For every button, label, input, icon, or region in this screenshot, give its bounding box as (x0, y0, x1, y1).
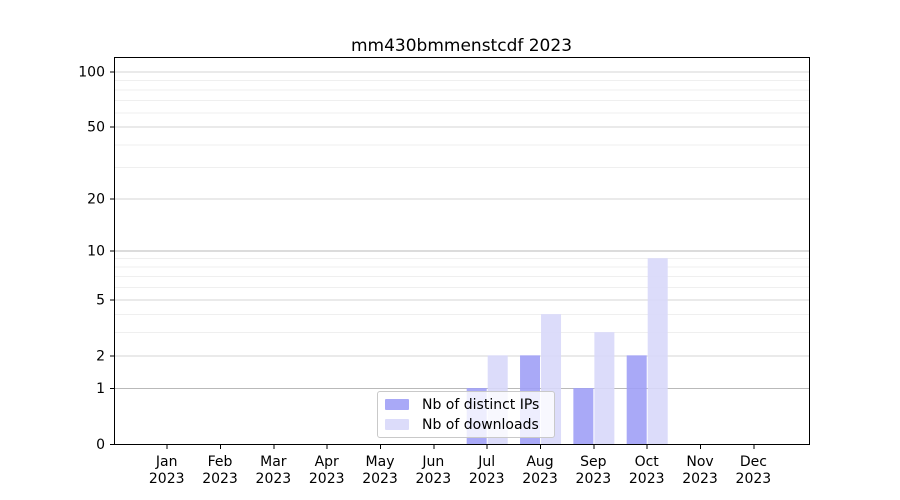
bar-downloads-sep (594, 332, 615, 444)
x-tick-label: Oct 2023 (629, 454, 665, 487)
x-tick-label: May 2023 (362, 454, 398, 487)
y-tick-label: 10 (87, 244, 105, 260)
bar-distinct-ips-sep (573, 388, 594, 444)
chart-title: mm430bmmenstcdf 2023 (350, 36, 573, 56)
y-tick-label: 100 (78, 65, 105, 81)
legend-label-distinct-ips: Nb of distinct IPs (422, 396, 540, 413)
x-tick-label: Dec 2023 (736, 454, 772, 487)
x-tick-label: Jun 2023 (416, 454, 452, 487)
legend-label-downloads: Nb of downloads (422, 416, 539, 433)
y-tick-label: 50 (87, 120, 105, 136)
x-tick-label: Nov 2023 (682, 454, 718, 487)
x-tick-label: Aug 2023 (522, 454, 558, 487)
bar-downloads-oct (647, 258, 668, 444)
y-tick-label: 1 (96, 381, 105, 397)
y-tick-label: 5 (96, 292, 105, 308)
y-tick-label: 2 (96, 348, 105, 364)
legend-item-distinct-ips: Nb of distinct IPs (385, 395, 554, 415)
legend: Nb of distinct IPs Nb of downloads (377, 391, 555, 438)
x-tick-label: Sep 2023 (576, 454, 612, 487)
legend-swatch-downloads-icon (385, 419, 409, 430)
x-tick-label: Jul 2023 (469, 454, 505, 487)
plot-border (114, 57, 810, 445)
x-tick-label: Apr 2023 (309, 454, 345, 487)
legend-item-downloads: Nb of downloads (385, 415, 554, 435)
y-tick-label: 0 (96, 437, 105, 453)
legend-swatch-distinct-ips-icon (385, 399, 409, 410)
bar-distinct-ips-oct (626, 355, 647, 444)
y-tick-label: 20 (87, 191, 105, 207)
x-tick-label: Feb 2023 (202, 454, 238, 487)
x-tick-label: Mar 2023 (256, 454, 292, 487)
x-tick-label: Jan 2023 (149, 454, 185, 487)
